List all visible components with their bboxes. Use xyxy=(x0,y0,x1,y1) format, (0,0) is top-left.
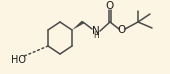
Text: HO: HO xyxy=(11,55,26,65)
Text: N: N xyxy=(92,26,100,36)
Text: O: O xyxy=(106,1,114,11)
Text: O: O xyxy=(118,25,126,35)
Polygon shape xyxy=(72,21,84,30)
Text: H: H xyxy=(93,32,99,40)
